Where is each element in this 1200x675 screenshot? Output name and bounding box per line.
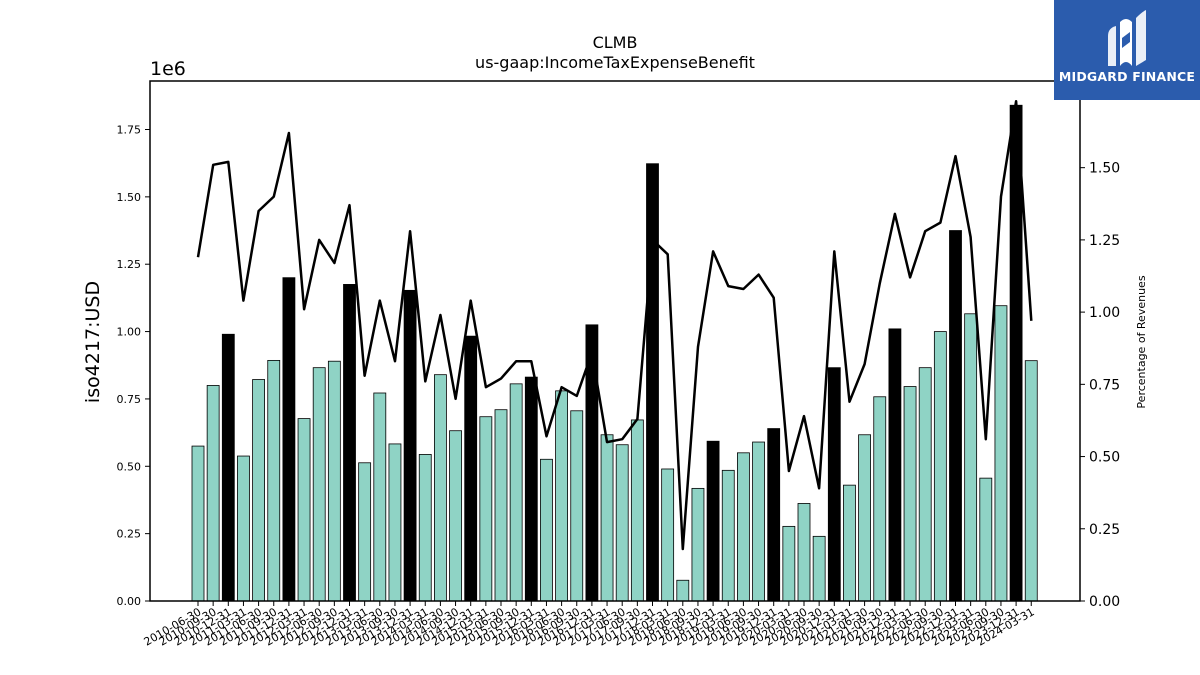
bars-group	[191, 104, 1038, 602]
bar-2010-12-31	[221, 333, 235, 602]
bar-2018-03-31	[661, 468, 675, 602]
bar-2019-09-30	[752, 441, 765, 602]
y-tick-label: 1.00	[117, 326, 142, 339]
bar-2021-06-30	[858, 434, 871, 602]
y2-axis-label: Percentage of Revenues	[1135, 275, 1148, 408]
bar-2019-12-31	[767, 428, 781, 602]
bar-2011-06-30	[252, 379, 266, 602]
bar-2020-06-30	[797, 503, 811, 602]
midgard-finance-logo: MIDGARD FINANCE	[1054, 0, 1200, 100]
bar-2023-06-30	[979, 477, 993, 602]
bar-2023-03-31	[964, 313, 978, 602]
y-tick-label: 0.75	[117, 393, 142, 406]
bar-2020-03-31	[782, 525, 796, 602]
bar-2014-06-30	[433, 374, 447, 602]
bar-2012-03-31	[297, 418, 311, 602]
bar-2016-09-30	[570, 410, 584, 602]
bar-2018-09-30	[691, 487, 705, 602]
y-tick-label: 1.50	[117, 191, 142, 204]
bar-2015-06-30	[494, 409, 508, 602]
bar-2011-03-31	[237, 455, 250, 602]
brand-name: MIDGARD FINANCE	[1058, 69, 1196, 84]
bar-2016-03-31	[540, 458, 553, 602]
bar-2021-09-30	[873, 396, 887, 602]
bar-2012-09-30	[327, 360, 341, 602]
bar-2022-09-30	[933, 331, 947, 602]
y-offset-label: 1e6	[150, 58, 186, 80]
bar-2024-03-31	[1024, 360, 1038, 602]
bar-2018-12-31	[706, 440, 720, 602]
bar-2019-06-30	[737, 452, 750, 602]
y2-tick-label: 1.50	[1089, 161, 1120, 177]
bar-2017-09-30	[630, 419, 644, 602]
y-tick-label: 1.75	[117, 123, 142, 136]
y-tick-label: 0.50	[117, 460, 142, 473]
logo-mark-icon	[1108, 10, 1146, 66]
y2-tick-label: 1.25	[1089, 233, 1120, 249]
y2-tick-label: 0.50	[1089, 450, 1120, 466]
bar-2016-06-30	[555, 390, 568, 602]
bar-2012-12-31	[343, 284, 356, 602]
revenue-percentage-line	[196, 99, 1033, 551]
y2-tick-label: 1.00	[1089, 305, 1120, 321]
bar-2014-09-30	[449, 430, 462, 602]
y-tick-label: 1.25	[117, 258, 142, 271]
bar-2023-09-30	[994, 305, 1008, 602]
bar-2011-09-30	[267, 359, 281, 602]
bar-2021-12-31	[888, 328, 902, 602]
bar-2019-03-31	[721, 469, 735, 602]
chart-title: CLMB	[593, 33, 638, 52]
bar-2022-12-31	[949, 230, 962, 602]
chart-subtitle: us-gaap:IncomeTaxExpenseBenefit	[475, 53, 755, 72]
bar-2013-09-30	[388, 443, 402, 602]
y2-tick-label: 0.75	[1089, 377, 1120, 393]
y-tick-label: 0.25	[117, 528, 142, 541]
bar-2014-12-31	[464, 335, 478, 602]
line-group	[196, 99, 1033, 551]
bar-2018-06-30	[676, 579, 690, 602]
bar-2010-09-30	[206, 385, 220, 602]
bar-2015-12-31	[524, 376, 538, 602]
bar-2017-03-31	[600, 434, 614, 602]
y2-tick-label: 0.25	[1089, 522, 1120, 538]
bar-2013-03-31	[358, 462, 372, 602]
y2-tick-label: 0.00	[1089, 594, 1120, 610]
bar-2020-09-30	[812, 535, 826, 602]
y-axis-label: iso4217:USD	[82, 281, 104, 403]
y-tick-label: 0.00	[117, 595, 142, 608]
bar-2011-12-31	[282, 277, 296, 602]
bar-2010-06-30	[191, 445, 205, 602]
bar-2022-03-31	[903, 386, 917, 602]
bar-2017-12-31	[646, 163, 659, 602]
bar-2012-06-30	[312, 367, 326, 602]
bar-2014-03-31	[418, 454, 432, 602]
bar-2020-12-31	[827, 367, 841, 602]
bar-2017-06-30	[615, 444, 629, 602]
bar-2013-12-31	[403, 289, 417, 602]
bar-2013-06-30	[373, 392, 387, 602]
bar-2015-03-31	[479, 416, 493, 602]
bar-2015-09-30	[509, 383, 523, 602]
axes-group: 0.00 0.25 0.50 0.75 1.00 1.25 1.50 1.75 0.00 0.25…	[117, 123, 1121, 648]
bar-2021-03-31	[843, 484, 856, 602]
bar-2022-06-30	[918, 367, 932, 602]
plot-frame	[149, 80, 1081, 602]
